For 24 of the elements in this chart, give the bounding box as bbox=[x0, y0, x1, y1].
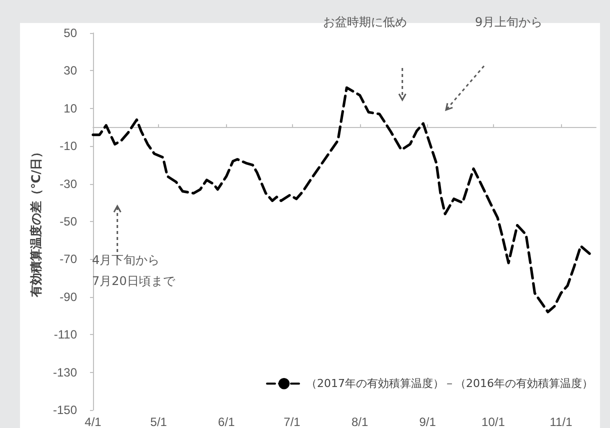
x-tick-label: 4/1 bbox=[84, 415, 102, 428]
y-tick-label: 30 bbox=[64, 64, 78, 78]
x-tick-label: 5/1 bbox=[150, 415, 168, 428]
x-tick-label: 10/1 bbox=[482, 415, 506, 428]
text: お盆時期に低め bbox=[323, 14, 407, 31]
y-tick-label: -90 bbox=[60, 290, 78, 304]
y-tick-label: 10 bbox=[64, 101, 78, 116]
x-tick-label: 11/1 bbox=[550, 415, 573, 428]
y-tick-label: 50 bbox=[64, 26, 78, 40]
y-tick-label: -110 bbox=[54, 328, 78, 342]
x-tick-label: 9/1 bbox=[419, 415, 436, 428]
legend-label: （2017年の有効積算温度）－（2016年の有効積算温度） bbox=[306, 377, 594, 390]
x-tick-label: 7/1 bbox=[284, 415, 301, 428]
y-tick-label: -130 bbox=[52, 365, 78, 380]
y-tick-label: -30 bbox=[60, 176, 78, 191]
x-tick-label: 8/1 bbox=[351, 415, 368, 428]
y-axis-title: 有効積算温度の差（℃/日） bbox=[29, 146, 44, 298]
y-tick-label: -10 bbox=[60, 139, 78, 154]
y-tick-label: -70 bbox=[60, 252, 78, 266]
x-tick-label: 6/1 bbox=[218, 415, 236, 428]
y-tick-label: -50 bbox=[60, 214, 78, 228]
text: 9月上旬から bbox=[475, 14, 543, 31]
line-series bbox=[92, 86, 593, 314]
y-tick-label: -150 bbox=[52, 403, 78, 417]
